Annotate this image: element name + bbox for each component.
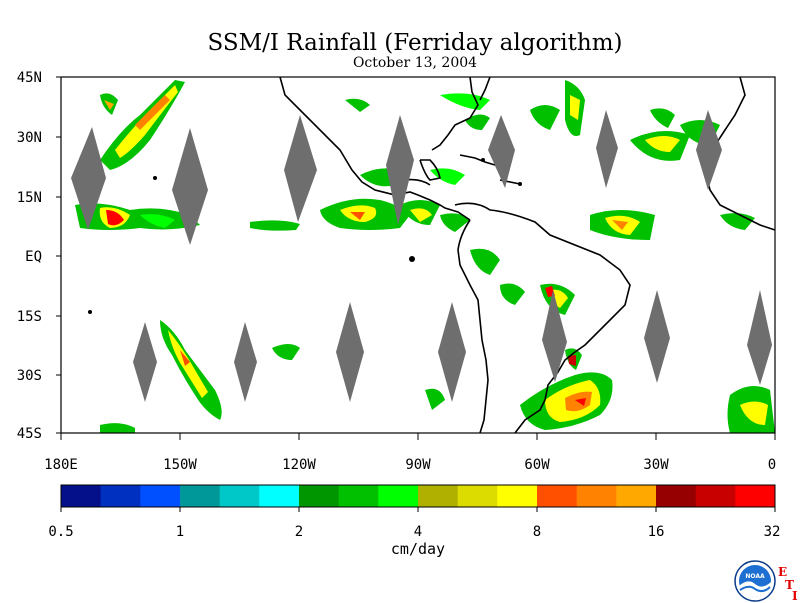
lon-label: 90W xyxy=(405,457,431,473)
lon-label: 150W xyxy=(163,457,197,473)
colorbar-swatch xyxy=(735,485,776,507)
colorbar-label: 32 xyxy=(763,524,781,540)
lon-label: 0 xyxy=(768,457,776,473)
colorbar-label: 0.5 xyxy=(48,524,74,540)
colorbar-swatch xyxy=(338,485,379,507)
colorbar-swatch xyxy=(180,485,221,507)
rainfall-map: 45N 30N 15N EQ 15S 30S 45S 180E 150W 120… xyxy=(17,70,776,512)
colorbar xyxy=(60,484,776,512)
colorbar-swatch xyxy=(418,485,459,507)
lon-label: 60W xyxy=(524,457,550,473)
lon-label: 120W xyxy=(282,457,316,473)
lon-label: 180E xyxy=(44,457,78,473)
colorbar-label: 4 xyxy=(413,524,423,540)
colorbar-label: 1 xyxy=(175,524,185,540)
lat-label: 30N xyxy=(17,130,42,146)
noaa-logo-text: NOAA xyxy=(745,573,765,580)
lat-label: 45S xyxy=(17,426,42,442)
colorbar-swatch xyxy=(695,485,736,507)
colorbar-swatch xyxy=(616,485,657,507)
colorbar-swatch xyxy=(259,485,300,507)
lat-label: 15S xyxy=(17,309,42,325)
logo-side-letters: E T I xyxy=(778,566,798,603)
no-data-swaths xyxy=(71,110,772,402)
colorbar-swatch xyxy=(537,485,578,507)
colorbar-unit: cm/day xyxy=(390,540,446,558)
map-title: SSM/I Rainfall (Ferriday algorithm) xyxy=(207,30,623,56)
colorbar-swatch xyxy=(457,485,498,507)
islands xyxy=(88,158,522,314)
colorbar-label: 8 xyxy=(532,524,542,540)
logo-letter: E xyxy=(778,565,788,579)
colorbar-swatch xyxy=(100,485,141,507)
colorbar-swatch xyxy=(61,485,102,507)
rainfall-patches xyxy=(75,80,775,433)
noaa-logo: NOAA xyxy=(734,560,776,602)
lat-label: 30S xyxy=(17,368,42,384)
lat-label: 15N xyxy=(17,190,42,206)
colorbar-swatch xyxy=(299,485,340,507)
lon-label: 30W xyxy=(643,457,669,473)
logo-letter: T xyxy=(785,578,794,592)
map-date: October 13, 2004 xyxy=(352,55,478,71)
colorbar-swatch xyxy=(656,485,697,507)
colorbar-swatch xyxy=(140,485,181,507)
colorbar-label: 16 xyxy=(647,524,665,540)
logo-letter: I xyxy=(792,589,798,603)
colorbar-swatch xyxy=(219,485,260,507)
lat-label: EQ xyxy=(25,249,42,265)
colorbar-label: 2 xyxy=(294,524,304,540)
colorbar-swatch xyxy=(576,485,617,507)
lat-label: 45N xyxy=(17,70,42,86)
colorbar-swatch xyxy=(378,485,419,507)
colorbar-swatch xyxy=(497,485,538,507)
